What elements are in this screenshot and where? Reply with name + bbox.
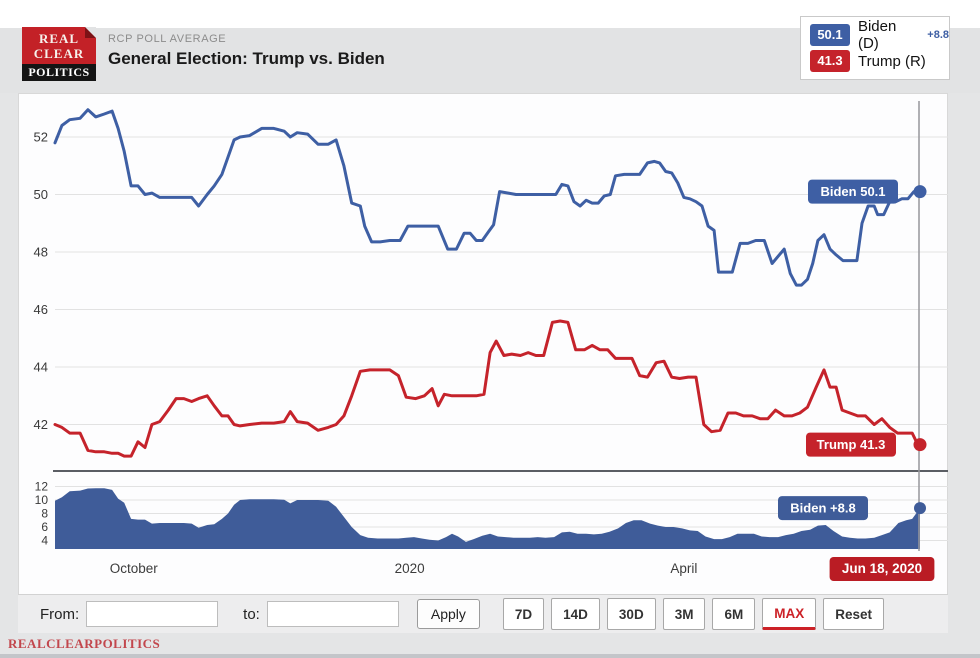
y-axis-tick-main: 42 xyxy=(34,417,48,432)
y-axis-tick-spread: 12 xyxy=(35,480,49,494)
to-label: to: xyxy=(243,605,260,623)
current-date-badge xyxy=(829,557,935,581)
chart-titles: RCP POLL AVERAGE General Election: Trump… xyxy=(108,33,385,69)
date-range-controls: From: to: Apply 7D 14D 30D 3M 6M MAX Reset xyxy=(18,594,948,633)
bottom-edge-bar xyxy=(0,654,980,658)
biden-end-label-text: Biden 50.1 xyxy=(820,184,885,199)
legend-row-trump: 41.3 Trump (R) xyxy=(810,48,949,74)
legend-delta: +8.8 xyxy=(927,29,949,41)
y-axis-tick-main: 46 xyxy=(34,302,48,317)
y-axis-tick-spread: 4 xyxy=(41,534,48,548)
range-button-6m[interactable]: 6M xyxy=(712,598,756,630)
spread-end-dot xyxy=(914,502,926,515)
logo-line2: CLEAR xyxy=(33,46,85,61)
y-axis-tick-main: 52 xyxy=(34,130,48,145)
current-date-badge-text: Jun 18, 2020 xyxy=(842,561,922,576)
range-button-3m[interactable]: 3M xyxy=(662,598,706,630)
legend-value-badge: 50.1 xyxy=(810,24,850,46)
range-button-7d[interactable]: 7D xyxy=(502,598,545,630)
spread-area xyxy=(55,488,920,549)
rcp-logo[interactable]: REAL CLEAR POLITICS xyxy=(22,27,96,81)
header-band: REAL CLEAR POLITICS RCP POLL AVERAGE Gen… xyxy=(0,16,980,93)
range-button-reset[interactable]: Reset xyxy=(823,598,884,630)
from-date-input[interactable] xyxy=(86,601,219,627)
logo-line1: REAL xyxy=(38,31,80,46)
spread-end-label xyxy=(778,496,868,521)
legend-label: Biden (D) xyxy=(857,18,897,52)
legend-box: 50.1 Biden (D) +8.8 41.3 Trump (R) xyxy=(800,16,950,80)
y-axis-tick-main: 48 xyxy=(34,245,48,260)
kicker-label: RCP POLL AVERAGE xyxy=(108,33,227,45)
trump-line xyxy=(53,319,922,458)
legend-label: Trump (R) xyxy=(858,52,926,70)
biden-end-label xyxy=(808,179,898,204)
y-axis-tick-main: 44 xyxy=(34,360,48,375)
range-button-14d[interactable]: 14D xyxy=(551,598,600,630)
from-label: From: xyxy=(40,605,80,623)
apply-button[interactable]: Apply xyxy=(416,599,480,629)
y-axis-tick-spread: 6 xyxy=(41,520,48,534)
range-button-group: 7D 14D 30D 3M 6M MAX Reset xyxy=(502,598,884,630)
spread-end-label-text: Biden +8.8 xyxy=(790,501,855,516)
logo-fold-corner-icon xyxy=(85,27,96,38)
biden-line xyxy=(53,108,922,287)
y-axis-tick-spread: 10 xyxy=(35,493,49,507)
logo-line3: POLITICS xyxy=(22,64,96,81)
y-axis-tick-spread: 8 xyxy=(41,507,48,521)
range-button-30d[interactable]: 30D xyxy=(606,598,656,630)
biden-end-dot xyxy=(913,185,927,199)
legend-row-biden: 50.1 Biden (D) +8.8 xyxy=(810,18,949,52)
legend-value-badge: 41.3 xyxy=(810,50,850,72)
trump-end-label xyxy=(806,432,896,457)
trump-end-dot xyxy=(913,438,927,452)
chart-panel: 52 50 48 46 44 42 12 10 8 6 4 October 2020 April Biden… xyxy=(18,93,948,633)
y-axis-tick-main: 50 xyxy=(34,187,48,202)
to-date-input[interactable] xyxy=(266,601,399,627)
page-title: General Election: Trump vs. Biden xyxy=(108,49,385,68)
logo-red-block: REAL CLEAR xyxy=(22,27,96,64)
trump-end-label-text: Trump 41.3 xyxy=(817,437,886,452)
footer-brand: REALCLEARPOLITICS xyxy=(8,636,161,651)
x-axis-tick: April xyxy=(670,561,697,576)
range-button-max[interactable]: MAX xyxy=(762,598,817,630)
x-axis-tick: October xyxy=(110,561,159,576)
x-axis-tick: 2020 xyxy=(395,561,425,576)
